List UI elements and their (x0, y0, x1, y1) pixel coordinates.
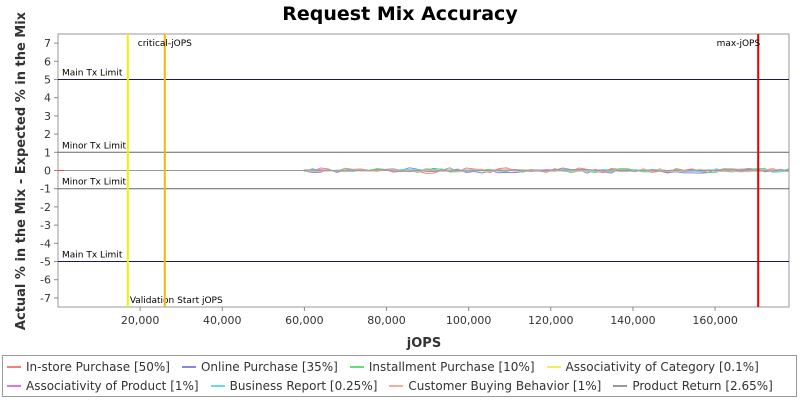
limit-line-label: Main Tx Limit (62, 251, 123, 261)
legend-label: Customer Buying Behavior [1%] (408, 378, 602, 393)
legend-item: Associativity of Product [1%] (7, 376, 199, 395)
y-tick-label: 7 (44, 37, 51, 50)
marker-label: Validation Start jOPS (130, 296, 223, 306)
x-tick-label: 80,000 (367, 314, 406, 327)
y-tick-label: 4 (44, 92, 51, 105)
legend-label: Online Purchase [35%] (200, 359, 338, 374)
y-tick-label: 0 (44, 165, 51, 178)
x-tick-label: 40,000 (203, 314, 242, 327)
series-line (64, 168, 790, 173)
legend-item: Product Return [2.65%] (613, 376, 773, 395)
y-tick-label: 5 (44, 74, 51, 87)
legend-item: In-store Purchase [50%] (7, 357, 170, 376)
legend-label: Business Report [0.25%] (229, 378, 378, 393)
y-tick-label: -6 (40, 274, 51, 287)
request-mix-chart: Request Mix Accuracy Actual % in the Mix… (14, 3, 790, 351)
x-tick-label: 160,000 (692, 314, 738, 327)
x-tick-label: 20,000 (121, 314, 160, 327)
legend-swatch (7, 365, 21, 368)
x-tick-label: 60,000 (285, 314, 324, 327)
legend-label: In-store Purchase [50%] (26, 359, 170, 374)
legend-label: Associativity of Product [1%] (26, 378, 199, 393)
legend-item: Online Purchase [35%] (181, 357, 338, 376)
y-tick-label: 2 (44, 128, 51, 141)
legend-item: Business Report [0.25%] (210, 376, 378, 395)
marker-label: max-jOPS (717, 39, 761, 49)
legend-label: Installment Purchase [10%] (368, 359, 535, 374)
y-tick-label: -2 (40, 201, 51, 214)
plot-area: 7 6 5 4 3 2 1 0 -1 -2 -3 -4 -5 -6 -7 20,000 40,000 60,000… (40, 33, 790, 327)
legend-label: Product Return [2.65%] (632, 378, 773, 393)
legend-swatch (7, 384, 21, 387)
y-tick-label: -7 (40, 292, 51, 305)
y-tick-label: 3 (44, 110, 51, 123)
legend-item: Installment Purchase [10%] (349, 357, 535, 376)
y-axis-label: Actual % in the Mix - Expected % in the … (14, 11, 29, 330)
legend-swatch (389, 384, 404, 387)
y-tick-label: 1 (44, 146, 51, 159)
x-tick-label: 100,000 (446, 314, 492, 327)
y-tick-label: -3 (40, 219, 51, 232)
y-tick-label: -5 (40, 256, 51, 269)
x-axis-label: jOPS (406, 336, 441, 351)
chart-title: Request Mix Accuracy (282, 3, 518, 25)
y-tick-label: -4 (40, 237, 51, 250)
limit-line-label: Minor Tx Limit (62, 141, 127, 151)
x-tick-label: 140,000 (610, 314, 656, 327)
legend-item: Associativity of Category [0.1%] (546, 357, 759, 376)
legend-swatch (210, 384, 225, 387)
legend-swatch (613, 384, 628, 387)
legend-swatch (546, 365, 561, 368)
legend-item: Customer Buying Behavior [1%] (389, 376, 601, 395)
y-tick-label: -1 (40, 183, 51, 196)
legend: In-store Purchase [50%] Online Purchase [… (2, 355, 797, 397)
x-tick-label: 120,000 (528, 314, 574, 327)
y-tick-label: 6 (44, 55, 51, 68)
limit-line-label: Minor Tx Limit (62, 178, 127, 188)
limit-line-label: Main Tx Limit (62, 69, 123, 79)
legend-swatch (181, 365, 196, 368)
legend-swatch (349, 365, 364, 368)
marker-label: critical-jOPS (138, 39, 192, 49)
legend-label: Associativity of Category [0.1%] (565, 359, 759, 374)
